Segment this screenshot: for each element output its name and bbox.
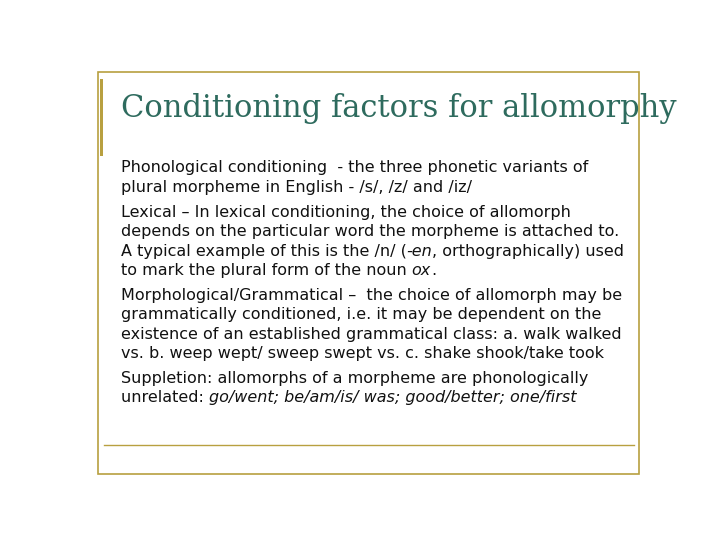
Text: Lexical – In lexical conditioning, the choice of allomorph: Lexical – In lexical conditioning, the c…	[121, 205, 570, 219]
Text: Morphological/Grammatical –  the choice of allomorph may be: Morphological/Grammatical – the choice o…	[121, 288, 622, 302]
Text: Phonological conditioning  - the three phonetic variants of: Phonological conditioning - the three ph…	[121, 160, 588, 176]
FancyBboxPatch shape	[100, 79, 103, 156]
Text: -en: -en	[407, 244, 432, 259]
Text: Suppletion: allomorphs of a morpheme are phonologically: Suppletion: allomorphs of a morpheme are…	[121, 371, 588, 386]
Text: unrelated:: unrelated:	[121, 390, 209, 406]
Text: Conditioning factors for allomorphy: Conditioning factors for allomorphy	[121, 93, 676, 124]
Text: existence of an established grammatical class: a. walk walked: existence of an established grammatical …	[121, 327, 621, 342]
Text: A typical example of this is the /n/ (: A typical example of this is the /n/ (	[121, 244, 407, 259]
Text: depends on the particular word the morpheme is attached to.: depends on the particular word the morph…	[121, 224, 619, 239]
Text: to mark the plural form of the noun: to mark the plural form of the noun	[121, 263, 412, 278]
Text: plural morpheme in English - /s/, /z/ and /iz/: plural morpheme in English - /s/, /z/ an…	[121, 180, 472, 195]
Text: go/went; be/am/is/ was; good/better; one/first: go/went; be/am/is/ was; good/better; one…	[209, 390, 576, 406]
Text: ox: ox	[412, 263, 431, 278]
Text: , orthographically) used: , orthographically) used	[432, 244, 624, 259]
Text: grammatically conditioned, i.e. it may be dependent on the: grammatically conditioned, i.e. it may b…	[121, 307, 601, 322]
Text: .: .	[431, 263, 436, 278]
Text: vs. b. weep wept/ sweep swept vs. c. shake shook/take took: vs. b. weep wept/ sweep swept vs. c. sha…	[121, 346, 603, 361]
